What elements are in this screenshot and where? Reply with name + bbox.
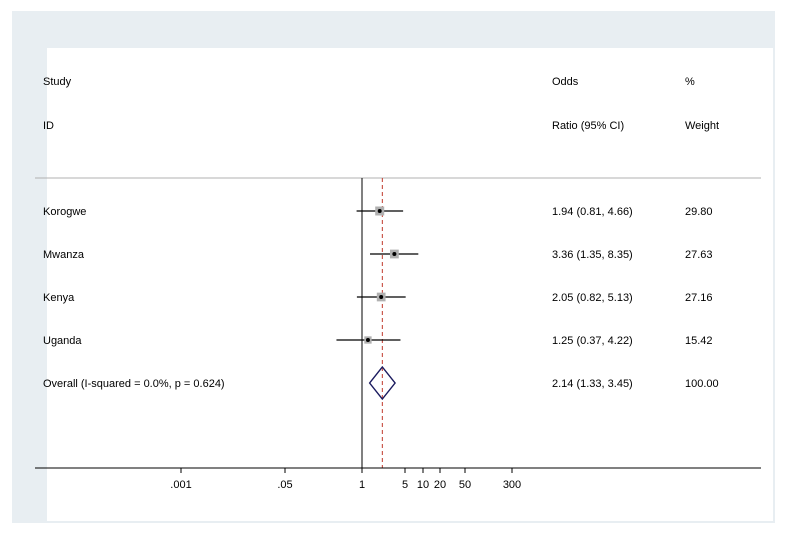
plot-region <box>47 48 773 521</box>
study-weight-text: 27.63 <box>685 249 713 261</box>
study-ci-text: 2.05 (0.82, 5.13) <box>552 292 633 304</box>
study-ci-text: 1.25 (0.37, 4.22) <box>552 335 633 347</box>
x-tick-label: 1 <box>359 479 365 491</box>
x-tick-label: .001 <box>170 479 191 491</box>
study-point <box>377 209 382 213</box>
x-tick-label: 10 <box>417 479 429 491</box>
study-point <box>379 295 384 299</box>
header-study: Study <box>43 76 72 88</box>
x-tick-label: .05 <box>277 479 292 491</box>
graph-region <box>12 11 775 523</box>
study-ci-text: 1.94 (0.81, 4.66) <box>552 206 633 218</box>
header-id: ID <box>43 120 54 132</box>
x-tick-label: 300 <box>503 479 521 491</box>
study-ci-text: 3.36 (1.35, 8.35) <box>552 249 633 261</box>
study-weight-text: 15.42 <box>685 335 713 347</box>
header-weight: Weight <box>685 120 719 132</box>
overall-ci-text: 2.14 (1.33, 3.45) <box>552 378 633 390</box>
study-weight-text: 29.80 <box>685 206 713 218</box>
study-point <box>392 252 397 256</box>
header-ratio-ci: Ratio (95% CI) <box>552 120 624 132</box>
x-tick-label: 20 <box>434 479 446 491</box>
header-percent: % <box>685 76 695 88</box>
study-weight-text: 27.16 <box>685 292 713 304</box>
overall-weight-text: 100.00 <box>685 378 719 390</box>
study-label: Mwanza <box>43 249 85 261</box>
study-point <box>365 338 370 342</box>
x-tick-label: 50 <box>459 479 471 491</box>
study-label: Korogwe <box>43 206 86 218</box>
x-tick-label: 5 <box>402 479 408 491</box>
overall-label: Overall (I-squared = 0.0%, p = 0.624) <box>43 378 225 390</box>
header-odds: Odds <box>552 76 579 88</box>
overall-diamond <box>368 365 396 401</box>
study-label: Kenya <box>43 292 75 304</box>
study-label: Uganda <box>43 335 82 347</box>
